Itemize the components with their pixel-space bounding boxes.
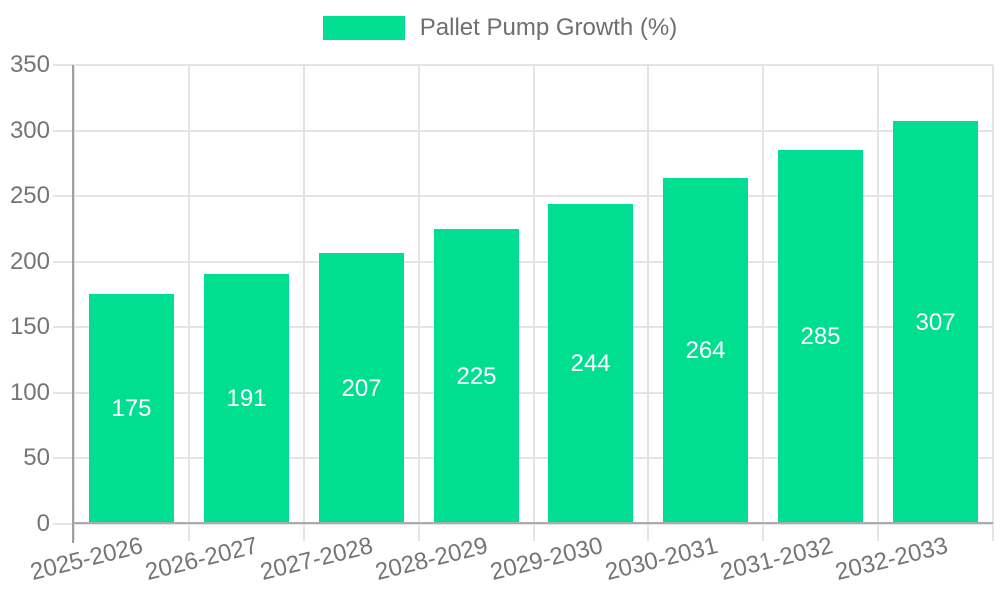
y-tick-label: 150	[9, 313, 50, 340]
y-tick-label: 250	[9, 182, 50, 209]
gridline-horizontal	[53, 392, 993, 394]
gridline-horizontal	[53, 64, 993, 66]
legend-swatch	[322, 16, 405, 40]
bar[interactable]: 175	[89, 294, 174, 524]
bar-value-label: 175	[111, 395, 152, 422]
gridline-vertical	[647, 65, 649, 541]
bar[interactable]: 225	[434, 229, 519, 524]
gridline-vertical	[762, 65, 764, 541]
bar[interactable]: 244	[548, 204, 633, 524]
bar[interactable]: 285	[778, 150, 863, 524]
bar-value-label: 307	[915, 308, 956, 336]
bar-value-label: 207	[341, 374, 382, 402]
gridline-horizontal	[53, 195, 993, 197]
gridline-vertical	[418, 65, 420, 541]
gridline-vertical	[992, 65, 994, 541]
bar-value-label: 191	[226, 385, 267, 412]
chart-legend: Pallet Pump Growth (%)	[0, 14, 1000, 42]
gridline-vertical	[303, 65, 305, 541]
bar[interactable]: 264	[663, 178, 748, 524]
gridline-horizontal	[53, 457, 993, 459]
gridline-vertical	[188, 65, 190, 541]
gridline-vertical	[533, 65, 535, 541]
gridline-horizontal	[53, 326, 993, 328]
y-tick-label: 200	[9, 248, 50, 275]
bar-value-label: 264	[685, 337, 726, 364]
y-axis-line	[72, 65, 74, 543]
bar-value-label: 225	[456, 362, 497, 390]
gridline-vertical	[73, 65, 75, 541]
y-tick-label: 50	[23, 444, 50, 471]
bar[interactable]: 207	[319, 253, 404, 524]
y-tick-label: 350	[9, 51, 50, 78]
y-tick-label: 0	[36, 510, 50, 537]
bar[interactable]: 307	[893, 121, 978, 524]
y-tick-label: 300	[9, 117, 50, 144]
gridline-vertical	[877, 65, 879, 541]
y-tick-label: 100	[9, 379, 50, 406]
gridline-horizontal	[53, 261, 993, 263]
gridline-horizontal	[53, 130, 993, 132]
gridline-horizontal	[53, 523, 993, 525]
bar-value-label: 285	[800, 323, 841, 350]
legend-item[interactable]: Pallet Pump Growth (%)	[322, 14, 678, 42]
legend-label: Pallet Pump Growth (%)	[419, 14, 678, 41]
bar-value-label: 244	[570, 350, 611, 377]
bar[interactable]: 191	[204, 274, 289, 524]
x-axis-line	[73, 522, 993, 524]
